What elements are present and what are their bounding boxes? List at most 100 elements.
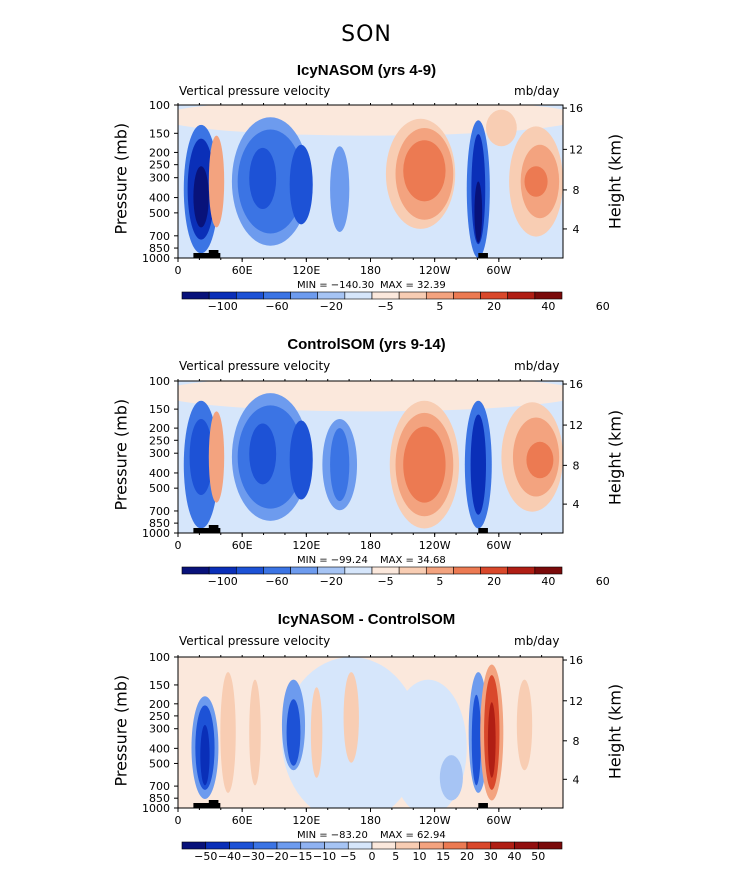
panel3-terrain	[478, 803, 488, 808]
panel2-ytick-label: 150	[149, 403, 170, 416]
panel2-field	[174, 379, 567, 537]
panel3-contour-region	[310, 687, 323, 778]
panel3-colorbar-label: −10	[313, 850, 336, 863]
panel1-colorbar-swatch	[507, 291, 536, 300]
panel2-ytick-label: 250	[149, 434, 170, 447]
panel2-colorbar-label: −5	[377, 575, 393, 588]
panel2-rtick-label: 4	[573, 498, 580, 511]
panel1-rtick-label: 8	[573, 184, 580, 197]
panel2-ytick-label: 400	[149, 467, 170, 480]
panel3-colorbar-swatch	[276, 841, 302, 850]
panel1-contours	[178, 105, 563, 258]
panel3-ytick-label: 300	[149, 723, 170, 736]
panel1-contour-region	[330, 146, 350, 232]
panel3-contour-region	[439, 755, 463, 801]
panel3-ytick-label: 500	[149, 757, 170, 770]
panel1-xtick-label: 60E	[232, 264, 253, 277]
panel3-field	[174, 655, 567, 812]
panel2-ytick-label: 1000	[142, 527, 170, 540]
panel3-colorbar-swatch	[442, 841, 468, 850]
panel2-colorbar-label: 5	[436, 575, 443, 588]
panel1-colorbar-swatch	[208, 291, 237, 300]
panel3-colorbar-swatch	[229, 841, 254, 850]
panel1-rtick-label: 16	[569, 102, 583, 115]
panel1-ytick-label: 100	[149, 99, 170, 112]
panel1-min: MIN = −140.30	[297, 280, 375, 291]
panel2-colorbar-label: −20	[320, 575, 343, 588]
panel2-ytick-label: 200	[149, 422, 170, 435]
panel3-colorbar-swatch	[419, 841, 444, 850]
panel3-colorbar-label: −30	[242, 850, 265, 863]
panel2-ytick-label: 700	[149, 505, 170, 518]
panel3-colorbar-swatch	[395, 841, 420, 850]
panel1-terrain	[478, 253, 488, 258]
panel1-colorbar-label: 5	[436, 300, 443, 313]
panel2-contour-region	[470, 414, 486, 515]
panel2-colorbar-swatch	[534, 566, 563, 575]
panel2-xtick-label: 60W	[486, 539, 511, 552]
panel1-colorbar-swatch	[480, 291, 509, 300]
panel2-colorbar-swatch	[398, 566, 427, 575]
panel2-contour-region	[330, 428, 350, 502]
panel1-colorbar-swatch	[534, 291, 563, 300]
panel1-colorbar-label: 60	[596, 300, 610, 313]
panel3-xtick-label: 120W	[419, 814, 451, 827]
panel3-contour-region	[516, 679, 533, 771]
panel3-ytick-label: 250	[149, 710, 170, 723]
panel3-colorbar-label: 15	[436, 850, 450, 863]
panel3-colorbar-swatch	[514, 841, 539, 850]
panel2-colorbar-swatch	[344, 566, 373, 575]
panel1-ytick-label: 150	[149, 127, 170, 140]
panel1-field	[174, 103, 567, 262]
panel1-colorbar-label: −100	[208, 300, 238, 313]
panel3-colorbar-label: 20	[460, 850, 474, 863]
panel1-xtick-label: 180	[360, 264, 381, 277]
panel2-contour-region	[208, 411, 225, 503]
panel1-contour-region	[524, 166, 548, 197]
season-title: SON	[341, 22, 392, 47]
panel1-colorbar-swatch	[371, 291, 400, 300]
panel3-rtick-label: 16	[569, 654, 583, 667]
panel3-colorbar-swatch	[324, 841, 349, 850]
panel1-contour-region	[208, 135, 225, 228]
panel3-xtick-label: 120E	[292, 814, 320, 827]
panel1-colorbar-label: −5	[377, 300, 393, 313]
panel1-subtitle-right: mb/day	[514, 84, 560, 98]
panel1-xtick-label: 60W	[486, 264, 511, 277]
panel3-ytick-label: 400	[149, 742, 170, 755]
panel3-rtick-label: 4	[573, 773, 580, 786]
panel3-xtick-label: 0	[175, 814, 182, 827]
panel2-xtick-label: 0	[175, 539, 182, 552]
panel2-colorbar-swatch	[290, 566, 319, 575]
panel1-colorbar-swatch	[263, 291, 291, 300]
panel3-ytick-label: 850	[149, 792, 170, 805]
panel1-contour-region	[193, 166, 209, 228]
panel2-colorbar-swatch	[317, 566, 346, 575]
panel1-contour-region	[249, 147, 277, 210]
panel2-title: ControlSOM (yrs 9-14)	[287, 336, 446, 353]
panel2-colorbar-swatch	[425, 566, 454, 575]
panel2-min: MIN = −99.24	[297, 555, 368, 566]
panel2-colorbar-swatch	[371, 566, 400, 575]
panel3-colorbar-label: 50	[531, 850, 545, 863]
panel2-ylabel-right: Height (km)	[605, 409, 625, 506]
panel1-colorbar-label: −20	[320, 300, 343, 313]
panel2-contours	[178, 381, 563, 533]
panel3-xtick-label: 60W	[486, 814, 511, 827]
panel3-colorbar-label: −50	[194, 850, 217, 863]
panel1-ytick-label: 850	[149, 242, 170, 255]
panel1-ytick-label: 500	[149, 207, 170, 220]
panel1-xtick-label: 0	[175, 264, 182, 277]
panel2-colorbar-swatch	[208, 566, 237, 575]
panel1-colorbar-swatch	[181, 291, 210, 300]
panel3-rtick-label: 12	[569, 695, 583, 708]
panel2-xtick-label: 120E	[292, 539, 320, 552]
panel1-ytick-label: 1000	[142, 252, 170, 265]
panel2-ytick-label: 100	[149, 375, 170, 388]
panel3-contour-region	[249, 679, 261, 786]
panel2-ytick-label: 500	[149, 482, 170, 495]
panel2-max: MAX = 34.68	[380, 555, 446, 566]
panel2-colorbar-label: 60	[596, 575, 610, 588]
panel1-ytick-label: 700	[149, 230, 170, 243]
